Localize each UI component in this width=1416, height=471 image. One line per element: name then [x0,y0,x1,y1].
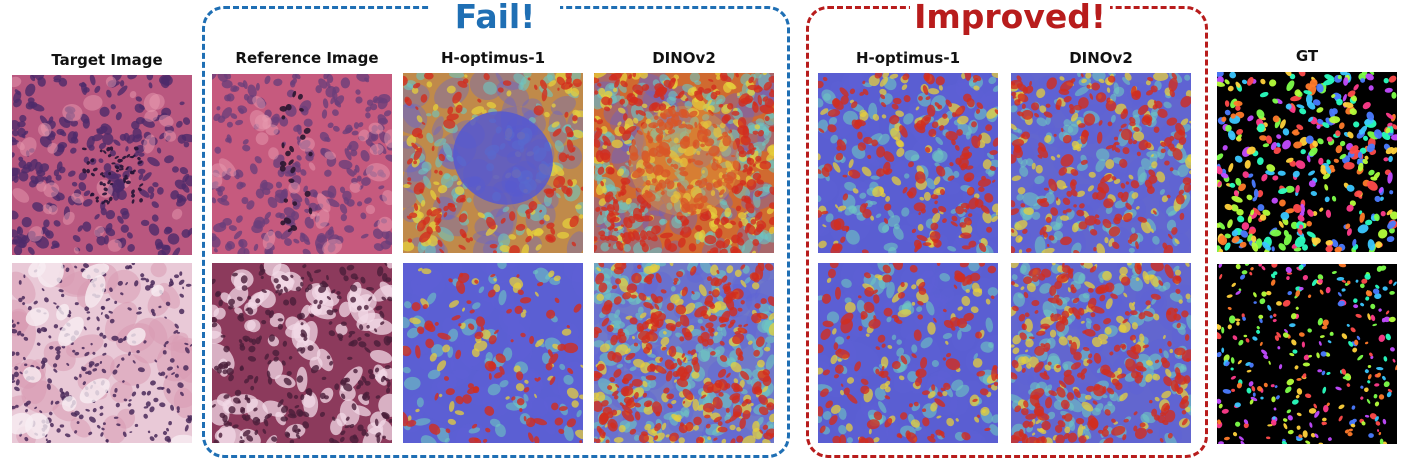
tile-fail-hoptimus-row-2 [403,263,583,443]
tile-image-gt-row-2 [1217,264,1397,444]
tile-improved-hoptimus-row-1 [818,73,998,253]
tile-improved-hoptimus-row-2 [818,263,998,443]
tile-gt-row-1 [1217,72,1397,252]
tile-fail-hoptimus-row-1 [403,73,583,253]
column-label-improved-hoptimus: H-optimus-1 [855,49,961,67]
column-label-gt: GT [1295,47,1319,65]
column-label-reference: Reference Image [235,49,379,67]
fail-group-title: Fail! [430,0,560,33]
tile-fail-dinov2-row-1 [594,73,774,253]
tile-image-fail-hoptimus-row-1 [403,73,583,253]
tile-image-gt-row-1 [1217,72,1397,252]
column-label-target: Target Image [51,51,163,69]
tile-image-fail-dinov2-row-2 [594,263,774,443]
tile-improved-dinov2-row-2 [1011,263,1191,443]
tile-image-reference-row-1 [212,74,392,254]
tile-image-fail-hoptimus-row-2 [403,263,583,443]
tile-image-improved-dinov2-row-2 [1011,263,1191,443]
tile-reference-row-1 [212,74,392,254]
tile-gt-row-2 [1217,264,1397,444]
tile-fail-dinov2-row-2 [594,263,774,443]
tile-image-reference-row-2 [212,263,392,443]
column-label-fail-hoptimus: H-optimus-1 [440,49,546,67]
improved-group-title: Improved! [910,0,1110,33]
tile-image-fail-dinov2-row-1 [594,73,774,253]
tile-target-row-1 [12,75,192,255]
tile-target-row-2 [12,263,192,443]
tile-image-target-row-1 [12,75,192,255]
column-label-improved-dinov2: DINOv2 [1069,49,1133,67]
column-label-fail-dinov2: DINOv2 [652,49,716,67]
tile-image-improved-hoptimus-row-2 [818,263,998,443]
tile-image-improved-hoptimus-row-1 [818,73,998,253]
tile-improved-dinov2-row-1 [1011,73,1191,253]
tile-image-target-row-2 [12,263,192,443]
tile-image-improved-dinov2-row-1 [1011,73,1191,253]
tile-reference-row-2 [212,263,392,443]
